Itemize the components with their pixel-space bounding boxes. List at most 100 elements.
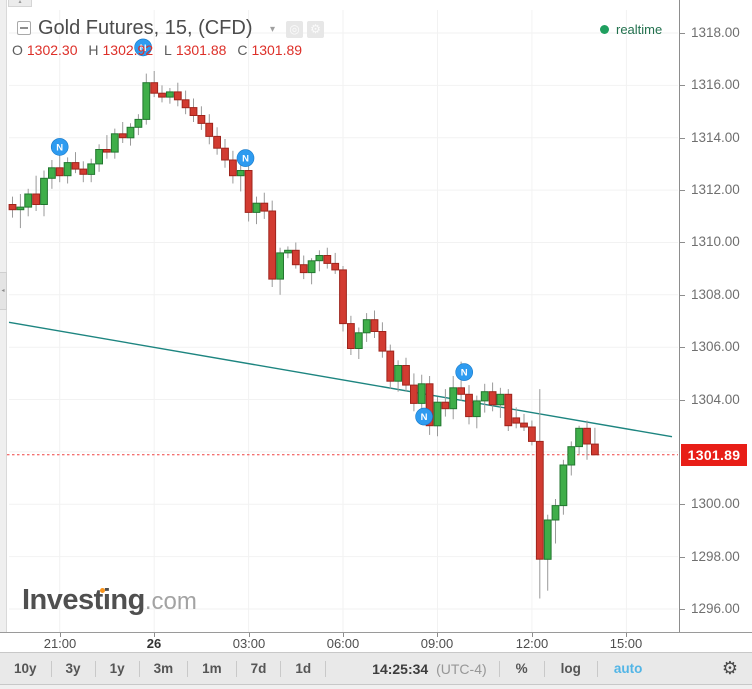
candle [291, 242, 300, 269]
bottom-edge [0, 685, 752, 689]
candle [158, 85, 166, 103]
candle [520, 413, 528, 431]
clock-button[interactable]: 14:25:34 (UTC-4) [360, 661, 498, 677]
last-price-tag: 1301.89 [681, 444, 747, 466]
log-scale-button[interactable]: log [560, 661, 581, 676]
candle [449, 376, 458, 420]
candle [71, 152, 80, 174]
clock-timezone: (UTC-4) [436, 660, 487, 677]
price-axis-tick [680, 190, 685, 191]
svg-text:N: N [421, 412, 428, 423]
candle [347, 315, 355, 355]
investing-logo: Investing.com [22, 584, 197, 617]
candle [213, 127, 221, 155]
candle [433, 396, 442, 437]
candle [315, 250, 324, 272]
candle [410, 373, 418, 412]
candle [236, 162, 245, 192]
range-button-3y[interactable]: 3y [65, 661, 81, 676]
chart-plot[interactable]: N N N N N [7, 0, 679, 632]
news-marker[interactable]: N [415, 407, 433, 426]
svg-text:N: N [140, 43, 147, 54]
news-marker[interactable]: N [236, 149, 255, 167]
range-button-1d[interactable]: 1d [295, 661, 312, 676]
candle [181, 90, 190, 115]
time-axis-label: 21:00 [43, 636, 77, 651]
news-marker[interactable]: N [50, 138, 69, 156]
candle [370, 310, 379, 338]
gear-icon: ⚙ [721, 658, 738, 678]
toolbar-separator [50, 660, 52, 677]
candlestick-canvas[interactable]: N N N N N [7, 0, 679, 632]
toolbar-separator [280, 660, 282, 677]
price-axis-tick [680, 347, 685, 348]
left-panel-collapse-handle[interactable]: ◂ [0, 272, 7, 310]
percent-scale-button[interactable]: % [515, 661, 528, 676]
candle [103, 135, 111, 159]
time-axis-tick [343, 633, 344, 637]
top-panel-collapse-handle[interactable]: ▴ [8, 0, 32, 7]
candle [134, 114, 143, 136]
price-axis-tick [680, 557, 685, 558]
candle [512, 407, 521, 429]
realtime-dot-icon [600, 25, 609, 34]
realtime-indicator: realtime [600, 22, 662, 37]
candle [173, 82, 182, 107]
price-axis-tick [680, 400, 685, 401]
svg-text:N: N [56, 142, 63, 153]
open-label: O [12, 42, 23, 58]
candle [150, 71, 159, 98]
auto-scale-button[interactable]: auto [613, 661, 643, 676]
range-button-10y[interactable]: 10y [14, 661, 37, 676]
price-axis-label: 1308.00 [691, 287, 740, 302]
logo-orange-dot-icon [100, 588, 105, 593]
candle [378, 322, 387, 358]
snapshot-button[interactable]: ◎ [286, 21, 303, 38]
trendline[interactable] [8, 321, 673, 438]
candle [591, 427, 599, 456]
price-axis[interactable]: 1301.89 1318.00 1316.00 1314.00 1312.00 1310… [679, 0, 752, 632]
candle [16, 194, 25, 229]
toolbar-separator [235, 660, 237, 677]
candle [87, 158, 96, 183]
candle [166, 88, 174, 104]
price-axis-tick [680, 33, 685, 34]
news-marker[interactable]: N [455, 363, 474, 381]
candle [244, 161, 253, 222]
candle [354, 327, 363, 359]
price-axis-tick [680, 295, 685, 296]
chart-settings-button[interactable]: ⚙ [307, 21, 324, 38]
price-axis-label: 1316.00 [691, 77, 740, 92]
candle [307, 258, 316, 285]
range-button-3m[interactable]: 3m [153, 661, 174, 676]
high-value: 1302.92 [102, 42, 154, 58]
candle [575, 425, 584, 455]
chart-title: Gold Futures, 15, (CFD) [38, 17, 253, 39]
price-axis-tick [680, 85, 685, 86]
candle [110, 128, 119, 159]
range-button-7d[interactable]: 7d [250, 661, 267, 676]
candle [583, 420, 591, 460]
time-axis[interactable]: 21:00 26 03:00 06:00 09:00 12:00 15:00 [0, 632, 752, 652]
candle [402, 357, 410, 392]
toolbar-separator [187, 660, 189, 677]
price-axis-tick [680, 504, 685, 505]
range-button-1m[interactable]: 1m [202, 661, 222, 676]
snapshot-icon: ◎ [289, 22, 300, 36]
candle [197, 106, 206, 130]
candle [55, 154, 64, 183]
time-axis-tick [60, 633, 61, 637]
ohlc-row: O 1302.30 H 1302.92 L 1301.88 C 1301.89 [12, 42, 302, 58]
news-marker[interactable]: N [134, 38, 152, 57]
candle [299, 255, 308, 280]
collapse-legend-button[interactable] [17, 21, 31, 35]
range-button-1y[interactable]: 1y [109, 661, 125, 676]
candle [488, 382, 497, 412]
toolbar-settings-button[interactable]: ⚙ [722, 653, 738, 684]
price-axis-label: 1304.00 [691, 392, 740, 407]
time-axis-label: 15:00 [609, 636, 643, 651]
candle [472, 395, 481, 429]
chevron-down-icon[interactable]: ▾ [270, 24, 276, 35]
candle [79, 161, 88, 183]
time-axis-tick [626, 633, 627, 637]
